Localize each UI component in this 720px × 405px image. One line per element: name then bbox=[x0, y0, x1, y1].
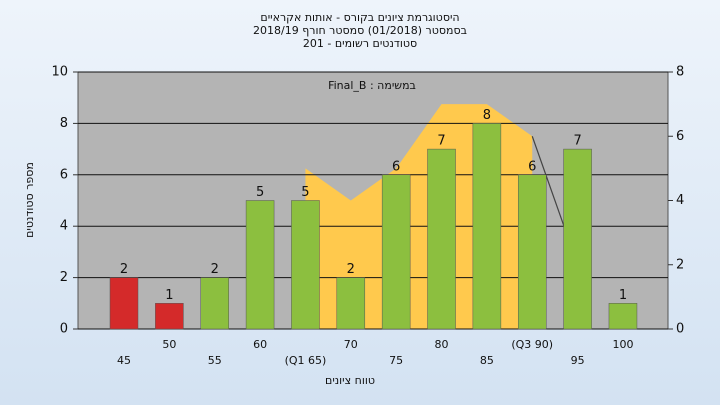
title-line: סטודנטים רשומים - 201 bbox=[303, 37, 417, 50]
bar bbox=[472, 123, 502, 330]
bar bbox=[336, 277, 366, 330]
y-tick-label: 8 bbox=[60, 116, 68, 131]
y2-tick-label: 8 bbox=[676, 65, 684, 80]
data-label: 5 bbox=[301, 185, 309, 200]
data-label: 2 bbox=[120, 262, 128, 277]
data-label: 7 bbox=[573, 134, 581, 149]
bar bbox=[155, 303, 184, 330]
bar bbox=[200, 277, 229, 330]
data-label: 1 bbox=[619, 288, 627, 303]
x-axis-label: טווח ציונים bbox=[325, 374, 375, 387]
bar bbox=[563, 148, 592, 330]
y2-tick-label: 4 bbox=[676, 193, 684, 208]
bar bbox=[381, 174, 411, 330]
y-tick-label: 6 bbox=[60, 167, 68, 182]
data-label: 2 bbox=[211, 262, 219, 277]
x-tick-label: 60 bbox=[253, 338, 267, 351]
x-tick-label: 70 bbox=[344, 338, 358, 351]
bar bbox=[109, 277, 139, 330]
x-tick-label: 45 bbox=[117, 354, 131, 367]
bar bbox=[517, 174, 547, 330]
x-tick-label: (Q1 65) bbox=[285, 354, 327, 367]
x-tick-label: 80 bbox=[435, 338, 449, 351]
y-tick-label: 2 bbox=[60, 270, 68, 285]
data-label: 1 bbox=[165, 288, 173, 303]
y2-tick-label: 2 bbox=[676, 257, 684, 272]
x-tick-label: 100 bbox=[612, 338, 633, 351]
annotation: Final_B : במשימה bbox=[328, 79, 416, 92]
data-label: 7 bbox=[437, 134, 445, 149]
x-tick-label: 50 bbox=[162, 338, 176, 351]
x-tick-label: 85 bbox=[480, 354, 494, 367]
bar bbox=[245, 200, 275, 330]
x-tick-label: 95 bbox=[571, 354, 585, 367]
y2-tick-label: 0 bbox=[676, 322, 684, 337]
bar bbox=[291, 200, 320, 330]
data-label: 8 bbox=[483, 108, 491, 123]
title-line: בסמסטר (01/2018) סמסטר חורף 2018/19 bbox=[253, 24, 467, 37]
title-line: היסטוגרמת ציונים בקורס - אותות אקראיים bbox=[260, 11, 459, 24]
y2-tick-label: 6 bbox=[676, 129, 684, 144]
x-tick-label: 55 bbox=[208, 354, 222, 367]
x-tick-label: (Q3 90) bbox=[511, 338, 553, 351]
bar bbox=[608, 303, 638, 330]
bar bbox=[427, 148, 456, 330]
y-tick-label: 10 bbox=[51, 65, 68, 80]
x-tick-label: 75 bbox=[389, 354, 403, 367]
y-axis-label: מספר סטודנטים bbox=[23, 162, 36, 238]
data-label: 6 bbox=[392, 159, 400, 174]
data-label: 6 bbox=[528, 159, 536, 174]
y-tick-label: 4 bbox=[60, 219, 68, 234]
data-label: 5 bbox=[256, 185, 264, 200]
y-tick-label: 0 bbox=[60, 322, 68, 337]
data-label: 2 bbox=[347, 262, 355, 277]
